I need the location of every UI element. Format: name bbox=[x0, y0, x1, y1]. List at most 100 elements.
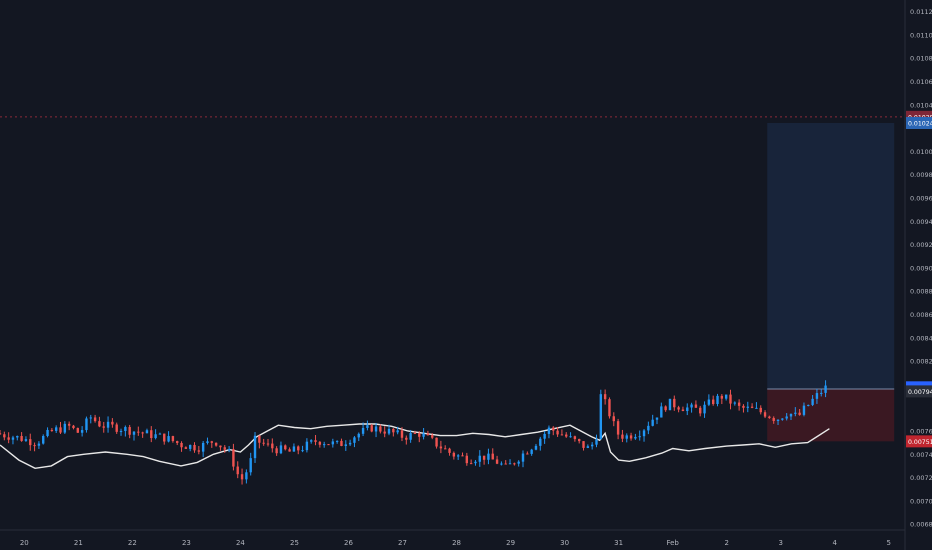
candle-body bbox=[724, 394, 728, 399]
candle-body bbox=[374, 426, 378, 432]
candle-body bbox=[543, 433, 546, 439]
candle-body bbox=[418, 433, 421, 437]
candle-body bbox=[262, 442, 265, 444]
candle-body bbox=[33, 445, 36, 447]
candle-body bbox=[158, 433, 162, 435]
candle-body bbox=[789, 413, 793, 417]
candle-body bbox=[590, 444, 594, 447]
candle-body bbox=[599, 394, 603, 440]
candle-body bbox=[820, 392, 823, 394]
candle-body bbox=[145, 430, 149, 434]
y-tick-label: 0.007200 bbox=[910, 474, 932, 482]
candle-body bbox=[266, 443, 270, 445]
candle-body bbox=[249, 458, 252, 473]
candle-body bbox=[11, 437, 15, 440]
x-tick-label: 2 bbox=[724, 539, 728, 547]
candle-body bbox=[811, 398, 814, 405]
candle-body bbox=[547, 427, 551, 434]
x-tick-label: 27 bbox=[398, 539, 407, 547]
candle-body bbox=[193, 444, 196, 451]
candle-body bbox=[76, 428, 80, 433]
candle-body bbox=[335, 440, 339, 442]
candle-body bbox=[154, 434, 157, 439]
candle-body bbox=[150, 430, 153, 439]
candle-body bbox=[508, 463, 512, 465]
candle-body bbox=[240, 474, 244, 480]
y-tick-label: 0.007000 bbox=[910, 497, 932, 505]
x-tick-label: 26 bbox=[344, 539, 353, 547]
candle-body bbox=[72, 425, 75, 429]
candle-body bbox=[0, 433, 2, 435]
x-tick-label: Feb bbox=[666, 539, 679, 547]
candle-body bbox=[314, 440, 317, 442]
candle-body bbox=[655, 417, 659, 420]
candle-body bbox=[180, 442, 183, 448]
price-label-text: 0.007511 bbox=[908, 439, 932, 446]
x-tick-label: 24 bbox=[236, 539, 245, 547]
candle-body bbox=[729, 394, 732, 404]
position-tool[interactable] bbox=[767, 123, 895, 442]
candle-body bbox=[474, 461, 477, 464]
candle-body bbox=[686, 407, 689, 412]
loss-zone[interactable] bbox=[767, 389, 895, 442]
candle-body bbox=[93, 417, 97, 422]
candle-body bbox=[716, 395, 719, 405]
candle-body bbox=[625, 435, 628, 439]
candle-body bbox=[569, 436, 572, 438]
candle-body bbox=[556, 430, 559, 435]
candle-body bbox=[526, 453, 529, 455]
candle-body bbox=[348, 442, 352, 445]
candle-body bbox=[327, 444, 330, 446]
candle-body bbox=[560, 434, 564, 436]
candle-body bbox=[301, 450, 304, 452]
candle-body bbox=[206, 441, 209, 443]
candle-body bbox=[67, 423, 71, 426]
time-scale[interactable]: 20 21 22 23 24 25 26 27 28 29 30 31 Feb 2 3 4 5 bbox=[20, 539, 891, 547]
candle-body bbox=[755, 407, 758, 409]
candle-body bbox=[422, 433, 425, 437]
candle-body bbox=[431, 435, 434, 438]
candle-body bbox=[737, 402, 741, 406]
candle-body bbox=[742, 405, 745, 408]
candle-body bbox=[452, 452, 456, 457]
candle-body bbox=[214, 442, 218, 446]
candle-body bbox=[318, 441, 322, 445]
candle-body bbox=[469, 463, 473, 465]
candle-body bbox=[759, 407, 762, 413]
candle-body bbox=[219, 445, 222, 448]
candle-body bbox=[668, 398, 672, 411]
candle-body bbox=[141, 432, 144, 434]
candle-body bbox=[444, 448, 447, 450]
candle-body bbox=[171, 436, 175, 442]
candle-body bbox=[50, 429, 54, 431]
y-tick-label: 0.010600 bbox=[910, 78, 932, 86]
y-tick-label: 0.010400 bbox=[910, 101, 932, 109]
candle-body bbox=[478, 455, 481, 462]
candle-body bbox=[608, 399, 611, 417]
candle-body bbox=[413, 433, 417, 435]
candle-body bbox=[690, 404, 693, 408]
y-tick-label: 0.008400 bbox=[910, 334, 932, 342]
price-label-text: 0.007945 bbox=[908, 389, 932, 396]
profit-zone[interactable] bbox=[767, 123, 895, 390]
y-tick-label: 0.010000 bbox=[910, 148, 932, 156]
candle-body bbox=[59, 427, 62, 433]
candle-body bbox=[768, 416, 771, 418]
candle-body bbox=[232, 449, 235, 467]
candle-body bbox=[785, 416, 788, 419]
price-scale[interactable]: 0.011200 0.011000 0.010800 0.010600 0.010400… bbox=[910, 8, 932, 529]
candle-body bbox=[573, 436, 577, 440]
y-tick-label: 0.008600 bbox=[910, 311, 932, 319]
candle-body bbox=[236, 466, 239, 475]
candle-body bbox=[534, 445, 538, 450]
candle-body bbox=[245, 472, 248, 480]
candle-body bbox=[310, 440, 313, 442]
candle-body bbox=[42, 435, 45, 444]
candle-body bbox=[201, 442, 205, 452]
candle-body bbox=[638, 436, 641, 438]
candle-body bbox=[305, 441, 309, 451]
candle-body bbox=[383, 431, 386, 434]
candle-body bbox=[815, 393, 819, 399]
candle-body bbox=[802, 405, 806, 415]
